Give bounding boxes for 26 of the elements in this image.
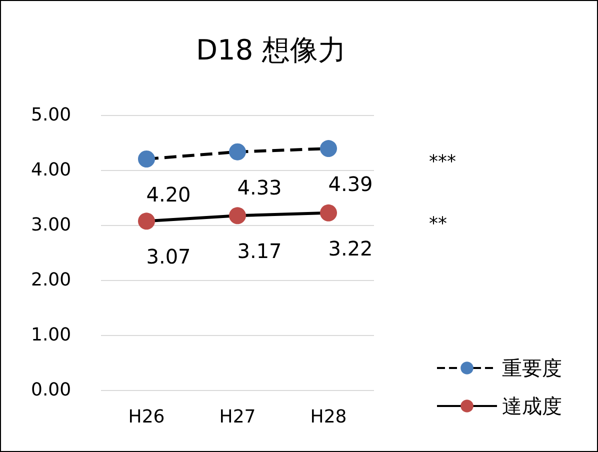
x-tick-label: H26 bbox=[128, 406, 165, 428]
point bbox=[138, 212, 155, 230]
legend-label: 重要度 bbox=[502, 356, 562, 380]
point bbox=[138, 150, 155, 168]
chart-title: D18 想像力 bbox=[196, 34, 346, 66]
data-label: 4.33 bbox=[237, 175, 282, 200]
data-label: 3.17 bbox=[237, 239, 282, 264]
y-tick-label: 2.00 bbox=[31, 270, 72, 290]
data-label: 3.22 bbox=[328, 236, 373, 260]
text: ** bbox=[429, 214, 447, 235]
x-tick-label: H27 bbox=[219, 406, 256, 428]
legend-label: 達成度 bbox=[502, 394, 562, 418]
y-tick-label: 0.00 bbox=[31, 380, 72, 400]
data-label: 4.39 bbox=[328, 172, 373, 196]
point bbox=[229, 207, 246, 224]
data-label: 4.20 bbox=[146, 182, 191, 206]
data-label: 3.07 bbox=[146, 244, 191, 269]
text: *** bbox=[429, 152, 456, 172]
y-tick-label: 5.00 bbox=[31, 104, 72, 126]
point bbox=[229, 143, 246, 160]
point bbox=[320, 140, 337, 158]
y-tick-label: 1.00 bbox=[31, 324, 72, 346]
y-tick-label: 3.00 bbox=[31, 214, 72, 236]
point bbox=[320, 204, 337, 222]
y-tick-label: 4.00 bbox=[31, 160, 72, 180]
x-tick-label: H28 bbox=[310, 406, 347, 428]
